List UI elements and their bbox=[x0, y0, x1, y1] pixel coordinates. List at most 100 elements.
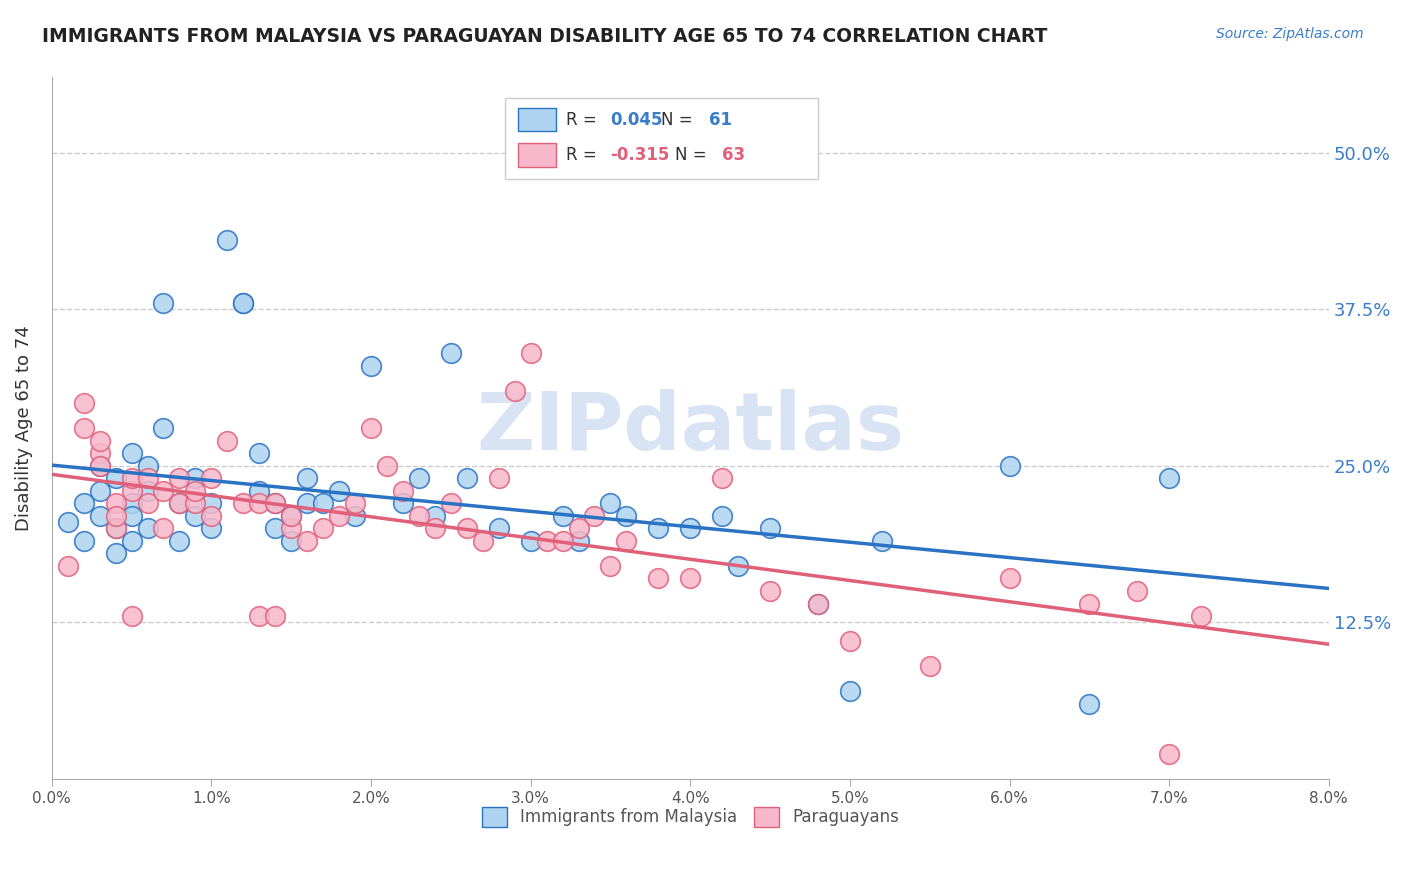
Point bbox=[344, 508, 367, 523]
Point bbox=[838, 634, 860, 648]
Point bbox=[104, 471, 127, 485]
Bar bbox=[517, 108, 557, 131]
Point bbox=[89, 508, 111, 523]
Point bbox=[89, 483, 111, 498]
Legend: Immigrants from Malaysia, Paraguayans: Immigrants from Malaysia, Paraguayans bbox=[475, 800, 905, 834]
Point bbox=[616, 508, 638, 523]
Point bbox=[440, 346, 463, 360]
Point bbox=[104, 521, 127, 535]
Point bbox=[599, 558, 621, 573]
Point bbox=[200, 521, 222, 535]
Point bbox=[408, 471, 430, 485]
Point bbox=[1078, 597, 1101, 611]
Point bbox=[519, 533, 541, 548]
Point bbox=[264, 496, 287, 510]
Point bbox=[711, 508, 734, 523]
Point bbox=[375, 458, 398, 473]
Point bbox=[136, 471, 159, 485]
Point bbox=[200, 471, 222, 485]
Point bbox=[247, 483, 270, 498]
Point bbox=[136, 496, 159, 510]
Point bbox=[392, 483, 415, 498]
Point bbox=[551, 508, 574, 523]
Point bbox=[807, 597, 830, 611]
Point bbox=[104, 508, 127, 523]
Point bbox=[456, 471, 478, 485]
Point bbox=[503, 384, 526, 398]
Point bbox=[759, 521, 782, 535]
Point bbox=[104, 521, 127, 535]
Text: 63: 63 bbox=[723, 145, 745, 163]
Point bbox=[56, 558, 79, 573]
Point bbox=[264, 521, 287, 535]
Point bbox=[551, 533, 574, 548]
Point bbox=[679, 521, 702, 535]
Point bbox=[312, 496, 335, 510]
Point bbox=[998, 572, 1021, 586]
Point bbox=[232, 496, 254, 510]
Point bbox=[184, 483, 207, 498]
Point bbox=[152, 296, 174, 310]
Point bbox=[121, 609, 143, 624]
Point bbox=[184, 496, 207, 510]
Point bbox=[89, 446, 111, 460]
Text: -0.315: -0.315 bbox=[610, 145, 669, 163]
Point bbox=[295, 471, 318, 485]
Point bbox=[711, 471, 734, 485]
Point bbox=[73, 496, 96, 510]
Point bbox=[200, 508, 222, 523]
Point bbox=[217, 233, 239, 247]
Point bbox=[104, 546, 127, 560]
Text: Source: ZipAtlas.com: Source: ZipAtlas.com bbox=[1216, 27, 1364, 41]
Point bbox=[599, 496, 621, 510]
Point bbox=[264, 496, 287, 510]
Point bbox=[312, 521, 335, 535]
Point bbox=[838, 684, 860, 698]
Point bbox=[121, 508, 143, 523]
Point bbox=[807, 597, 830, 611]
Text: IMMIGRANTS FROM MALAYSIA VS PARAGUAYAN DISABILITY AGE 65 TO 74 CORRELATION CHART: IMMIGRANTS FROM MALAYSIA VS PARAGUAYAN D… bbox=[42, 27, 1047, 45]
Point bbox=[583, 508, 606, 523]
FancyBboxPatch shape bbox=[505, 98, 818, 179]
Point bbox=[1126, 584, 1149, 599]
Point bbox=[152, 483, 174, 498]
Point bbox=[536, 533, 558, 548]
Point bbox=[247, 496, 270, 510]
Point bbox=[328, 483, 350, 498]
Point bbox=[121, 496, 143, 510]
Point bbox=[567, 533, 589, 548]
Point bbox=[264, 609, 287, 624]
Point bbox=[152, 421, 174, 435]
Point bbox=[360, 359, 382, 373]
Point bbox=[408, 508, 430, 523]
Point bbox=[89, 434, 111, 448]
Point bbox=[360, 421, 382, 435]
Point bbox=[440, 496, 463, 510]
Point bbox=[295, 533, 318, 548]
Point bbox=[280, 508, 302, 523]
Point bbox=[136, 483, 159, 498]
Point bbox=[56, 515, 79, 529]
Point bbox=[1078, 697, 1101, 711]
Point bbox=[89, 458, 111, 473]
Text: 0.045: 0.045 bbox=[610, 111, 662, 128]
Point bbox=[232, 296, 254, 310]
Point bbox=[295, 496, 318, 510]
Point bbox=[121, 533, 143, 548]
Point bbox=[1189, 609, 1212, 624]
Point bbox=[73, 533, 96, 548]
Point bbox=[647, 572, 669, 586]
Point bbox=[519, 346, 541, 360]
Point bbox=[488, 471, 510, 485]
Point bbox=[73, 396, 96, 410]
Text: 61: 61 bbox=[710, 111, 733, 128]
Point bbox=[232, 296, 254, 310]
Point bbox=[759, 584, 782, 599]
Point bbox=[1159, 471, 1181, 485]
Point bbox=[89, 458, 111, 473]
Point bbox=[184, 508, 207, 523]
Point bbox=[184, 471, 207, 485]
Point bbox=[1159, 747, 1181, 761]
Bar bbox=[517, 144, 557, 167]
Point bbox=[121, 471, 143, 485]
